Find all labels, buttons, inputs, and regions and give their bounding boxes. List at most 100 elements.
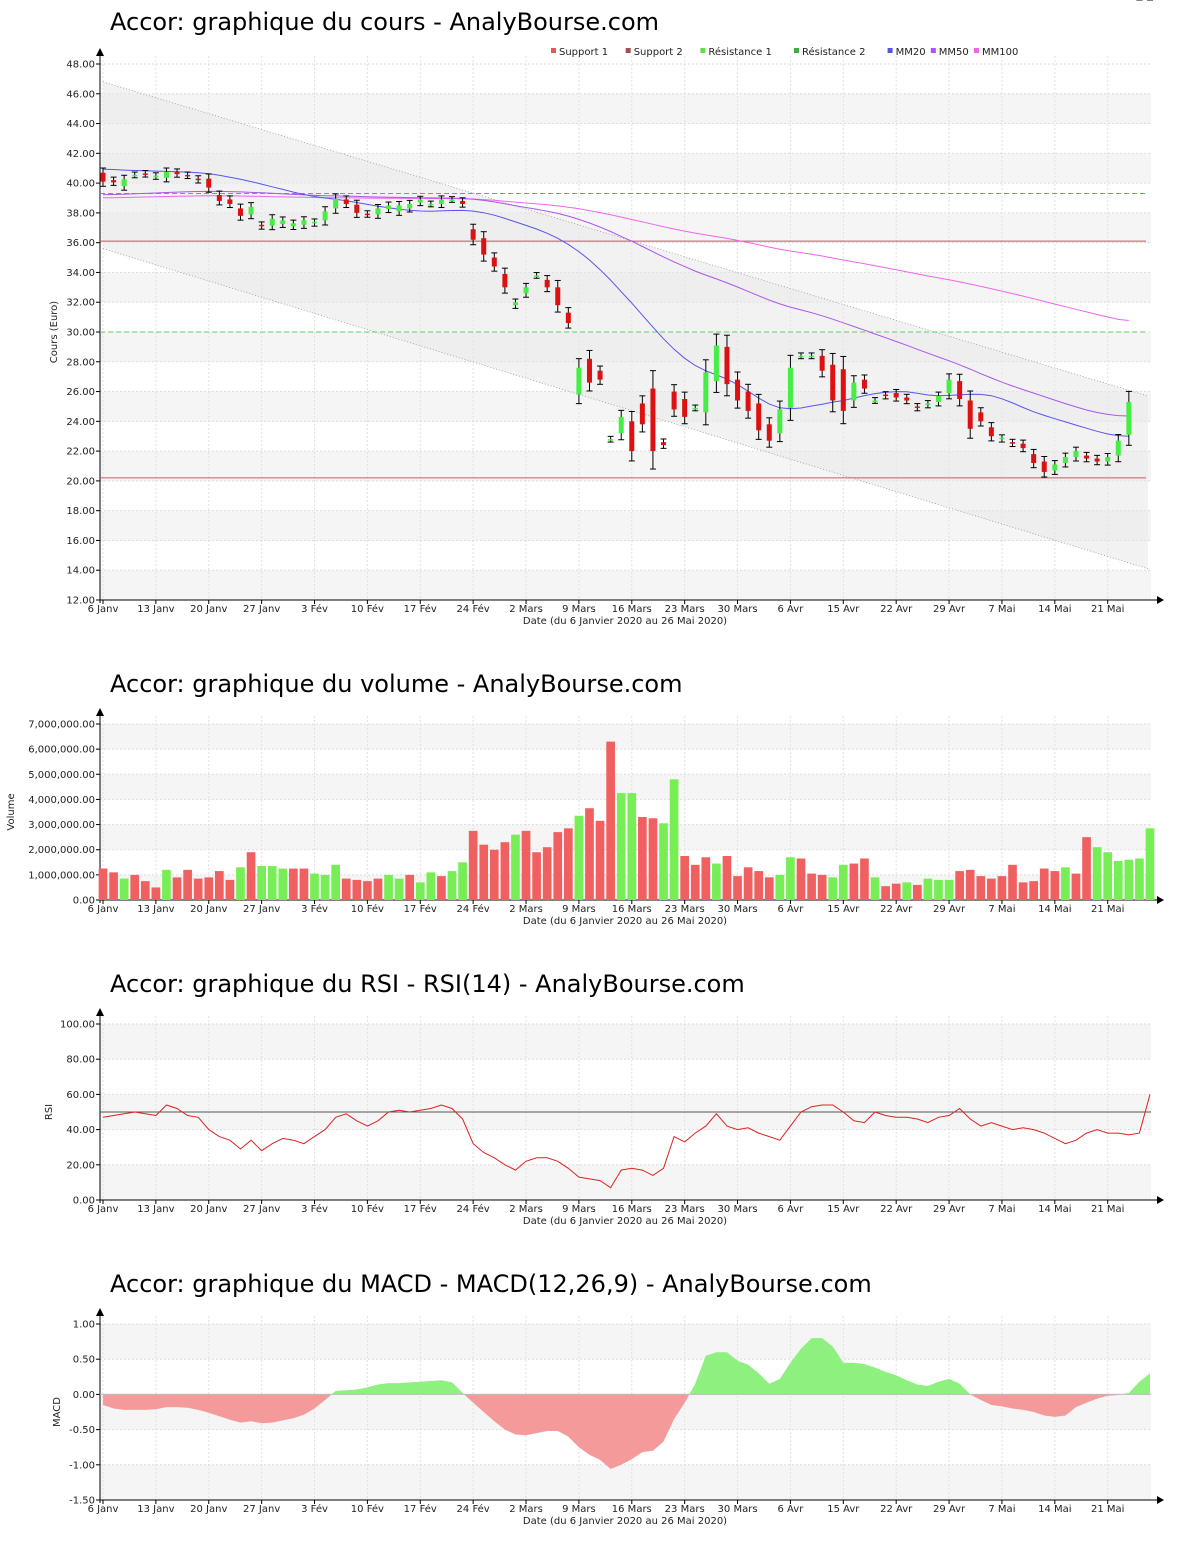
price-ytick-label: 42.00 (66, 149, 95, 160)
candle-body (100, 172, 106, 182)
volume-bar (595, 820, 605, 900)
volume-xtick-label: 16 Mars (612, 904, 652, 915)
price-ytick-label: 48.00 (66, 60, 95, 71)
rsi-xtick-label: 22 Avr (880, 1204, 913, 1215)
price-ytick-label: 28.00 (66, 357, 95, 368)
candle-body (375, 208, 381, 215)
price-xtick-label: 24 Fév (457, 603, 490, 615)
rsi-xtick-label: 3 Fév (301, 1203, 328, 1215)
candle-body (111, 180, 117, 183)
volume-xtick-label: 15 Avr (827, 904, 860, 915)
price-ytick-label: 24.00 (66, 417, 95, 428)
price-ytick-label: 36.00 (66, 238, 95, 249)
candle-body (301, 220, 307, 225)
volume-y-arrow (96, 708, 104, 716)
volume-bar (1082, 837, 1091, 900)
volume-xtick-label: 2 Mars (509, 904, 543, 915)
rsi-y-arrow (96, 1008, 104, 1016)
candle-body (460, 200, 466, 204)
volume-bar (1061, 867, 1070, 900)
candle-body (333, 198, 339, 209)
price-y-arrow (96, 48, 104, 56)
candle-body (237, 208, 243, 216)
volume-bar (955, 871, 964, 900)
volume-bar (130, 874, 140, 900)
candle-body (386, 205, 392, 210)
volume-ytick-label: 6,000,000.00 (28, 745, 95, 756)
candle-body (777, 409, 783, 434)
volume-bar (838, 864, 848, 900)
volume-ytick-label: 4,000,000.00 (28, 795, 95, 806)
price-xtick-label: 22 Avr (880, 604, 913, 615)
volume-bar (405, 874, 415, 900)
volume-xtick-label: 29 Avr (933, 904, 966, 915)
volume-xtick-label: 21 Mai (1091, 904, 1124, 915)
volume-xtick-label: 22 Avr (880, 904, 913, 915)
volume-bar (109, 872, 118, 900)
candle-body (851, 382, 857, 401)
rsi-xtick-label: 6 Janv (88, 1204, 119, 1215)
volume-bar (743, 867, 753, 900)
volume-bar (669, 779, 679, 900)
macd-xtick-label: 22 Avr (880, 1504, 913, 1515)
rsi-xtick-label: 29 Avr (933, 1204, 966, 1215)
volume-bar (426, 872, 436, 900)
candle-body (1115, 440, 1121, 456)
volume-bar (151, 887, 161, 900)
candle-body (840, 369, 846, 411)
volume-ylabel: Volume (6, 793, 17, 830)
macd-xtick-label: 9 Mars (562, 1504, 596, 1515)
volume-xtick-label: 30 Mars (718, 904, 758, 915)
rsi-xtick-label: 10 Fév (351, 1203, 384, 1215)
candle-body (935, 396, 941, 402)
candle-body (967, 400, 973, 429)
macd-ytick-label: 0.00 (73, 1390, 95, 1401)
price-xtick-label: 29 Avr (933, 604, 966, 615)
rsi-band (100, 1129, 1151, 1165)
volume-bar (722, 856, 732, 900)
price-xtick-label: 9 Mars (562, 604, 596, 615)
candle-body (354, 204, 360, 213)
candle-body (417, 199, 423, 203)
volume-bar (310, 873, 319, 900)
candle-body (396, 205, 402, 212)
price-ytick-label: 18.00 (66, 506, 95, 517)
volume-xtick-label: 6 Janv (88, 904, 119, 915)
volume-ytick-label: 0.00 (73, 896, 95, 907)
volume-band (100, 724, 1151, 750)
volume-bar (320, 874, 330, 900)
volume-bar (1050, 871, 1060, 900)
trend-channel-upper (102, 81, 1149, 397)
volume-bar (817, 874, 827, 900)
volume-bar (341, 878, 351, 900)
macd-ytick-label: -1.50 (69, 1496, 95, 1507)
volume-bar (976, 876, 986, 900)
volume-bar (1124, 859, 1134, 900)
volume-bar (796, 858, 806, 900)
volume-bar (98, 868, 108, 900)
candle-body (988, 427, 994, 437)
price-chart-title: Accor: graphique du cours - AnalyBourse.… (110, 8, 660, 36)
volume-bar (754, 871, 764, 900)
candle-body (703, 372, 709, 413)
macd-xtick-label: 24 Fév (457, 1503, 490, 1515)
volume-bar (384, 874, 393, 900)
volume-bar (902, 882, 912, 900)
volume-xtick-label: 7 Mai (988, 904, 1015, 915)
volume-bar (532, 852, 541, 900)
candle-body (259, 224, 265, 227)
candle-body (682, 399, 688, 417)
volume-x-arrow (1157, 896, 1164, 904)
macd-ytick-label: 0.50 (73, 1355, 95, 1366)
macd-xtick-label: 6 Janv (88, 1504, 119, 1515)
candle-body (491, 257, 497, 267)
rsi-ylabel: RSI (44, 1104, 55, 1120)
candle-body (290, 223, 296, 227)
volume-bar (606, 741, 615, 900)
rsi-xtick-label: 20 Janv (190, 1204, 227, 1215)
volume-bar (489, 849, 499, 900)
price-xtick-label: 10 Fév (351, 603, 384, 615)
volume-bar (521, 830, 531, 900)
candle-body (661, 442, 667, 446)
price-xlabel: Date (du 6 Janvier 2020 au 26 Mai 2020) (523, 616, 727, 627)
